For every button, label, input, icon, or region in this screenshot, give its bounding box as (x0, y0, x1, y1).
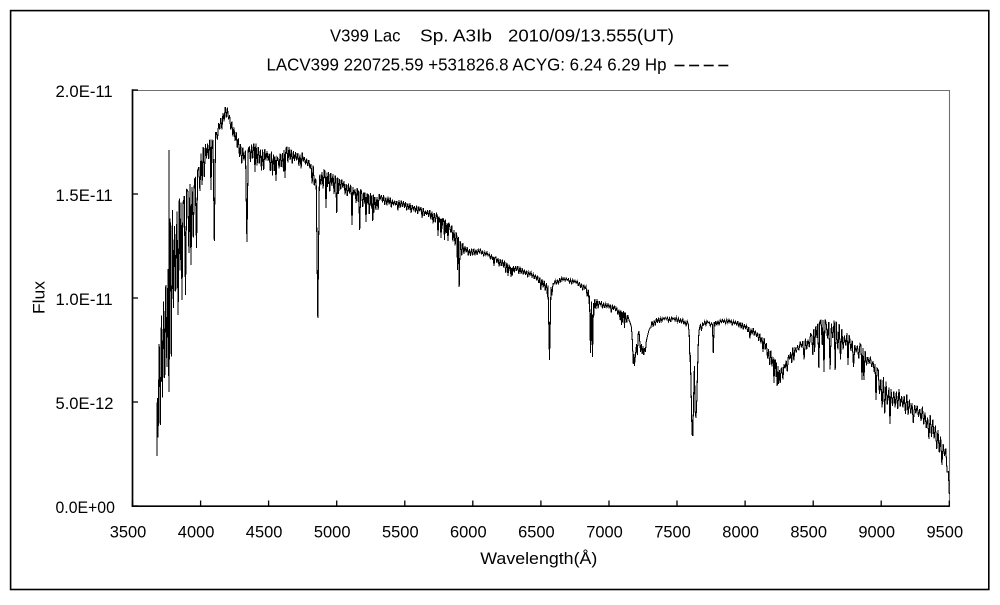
svg-text:LACV399 220725.59 +531826.8 AC: LACV399 220725.59 +531826.8 ACYG: 6.24 6… (267, 55, 667, 75)
svg-text:0.0E+00: 0.0E+00 (56, 498, 115, 517)
svg-text:6000: 6000 (450, 523, 487, 542)
svg-text:6500: 6500 (518, 523, 555, 542)
svg-text:1.5E-11: 1.5E-11 (56, 186, 113, 205)
svg-text:9500: 9500 (927, 523, 964, 542)
svg-text:8500: 8500 (790, 523, 827, 542)
svg-text:Wavelength(Å): Wavelength(Å) (480, 549, 597, 568)
svg-text:5000: 5000 (314, 523, 351, 542)
svg-text:V399 Lac: V399 Lac (330, 26, 401, 46)
svg-text:4000: 4000 (178, 523, 215, 542)
svg-text:2010/09/13.555(UT): 2010/09/13.555(UT) (508, 26, 674, 46)
svg-text:2.0E-11: 2.0E-11 (56, 82, 113, 101)
svg-text:5.0E-12: 5.0E-12 (56, 394, 114, 413)
svg-text:3500: 3500 (110, 523, 147, 542)
svg-text:8000: 8000 (722, 523, 759, 542)
svg-text:Flux: Flux (30, 280, 49, 314)
svg-text:9000: 9000 (858, 523, 895, 542)
svg-text:5500: 5500 (382, 523, 419, 542)
svg-text:Sp. A3Ib: Sp. A3Ib (420, 26, 492, 46)
svg-text:4500: 4500 (246, 523, 283, 542)
svg-text:7000: 7000 (586, 523, 623, 542)
svg-text:1.0E-11: 1.0E-11 (56, 290, 113, 309)
svg-text:7500: 7500 (654, 523, 691, 542)
